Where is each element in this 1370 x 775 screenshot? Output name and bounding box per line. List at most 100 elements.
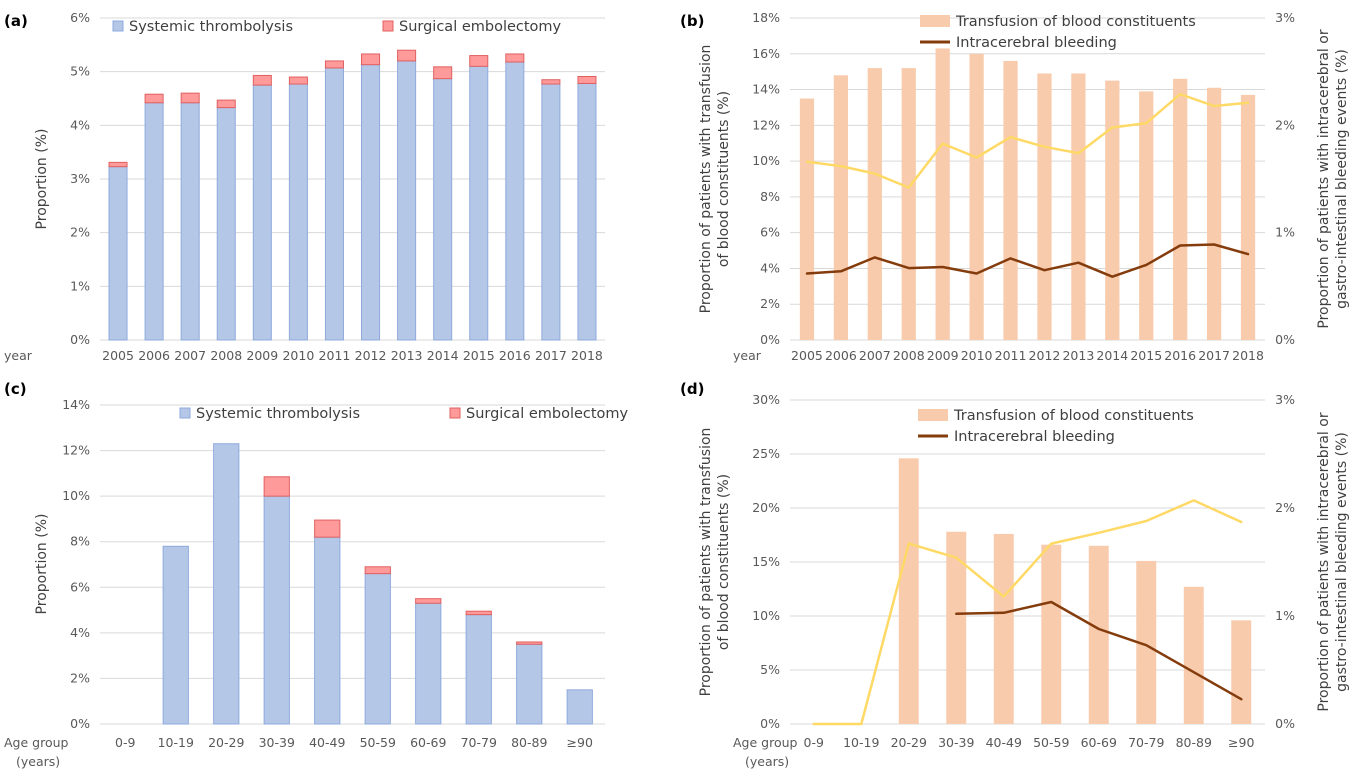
x-tick-label: 60-69: [1081, 735, 1117, 750]
y-axis-title: Proportion of patients with transfusion: [698, 45, 714, 314]
bar-thrombolysis: [577, 82, 597, 341]
bar-transfusion: [1206, 87, 1222, 341]
y-tick-label: 18%: [752, 10, 780, 25]
bar-thrombolysis: [465, 614, 492, 725]
bar-transfusion: [1041, 544, 1062, 724]
bar-embolectomy: [465, 610, 492, 616]
legend: Transfusion of blood constituents Intrace…: [918, 408, 1194, 445]
y-tick-label: 4%: [70, 117, 90, 132]
x-tick-label: 60-69: [410, 735, 446, 750]
line-secondary-series: [805, 92, 1250, 189]
x-axis-title: Age group: [733, 735, 798, 750]
legend-swatch-thrombolysis: [179, 407, 191, 419]
bar-thrombolysis: [314, 536, 341, 725]
y-tick-label: 8%: [760, 189, 780, 204]
y-tick-label: 0%: [70, 332, 90, 347]
y-tick-label: 0%: [70, 716, 90, 731]
y-tick-label: 2%: [70, 670, 90, 685]
bar-transfusion: [901, 68, 916, 340]
legend: Systemic thrombolysis Surgical embolectom…: [112, 19, 562, 35]
legend-label-transfusion: Transfusion of blood constituents: [955, 14, 1196, 30]
legend-swatch-thrombolysis: [112, 20, 124, 32]
bar-thrombolysis: [415, 602, 442, 725]
y-tick-label: 5%: [760, 662, 780, 677]
y-tick-label: 5%: [70, 64, 90, 79]
y2-tick-label: 1%: [1275, 225, 1295, 240]
x-tick-label: 2018: [571, 348, 603, 363]
line-intracerebral-bleeding: [805, 243, 1250, 278]
bar-transfusion: [833, 75, 849, 340]
y-tick-label: 14%: [752, 82, 780, 97]
bar-transfusion: [946, 531, 967, 724]
y-tick-label: 10%: [62, 488, 90, 503]
bar-thrombolysis: [213, 443, 240, 725]
x-tick-label: 20-29: [891, 735, 927, 750]
x-tick-label: 2013: [391, 348, 423, 363]
x-tick-label: 2014: [1096, 348, 1128, 363]
x-tick-label: 2007: [174, 348, 206, 363]
bar-transfusion: [1136, 560, 1157, 724]
bar-embolectomy: [314, 519, 341, 538]
y-tick-label: 14%: [62, 397, 90, 412]
y-tick-label: 16%: [752, 46, 780, 61]
y-axis-title: Proportion (%): [34, 514, 50, 615]
bar-embolectomy: [516, 641, 543, 645]
legend: Systemic thrombolysis Surgical embolectom…: [179, 406, 629, 422]
legend-label-embolectomy: Surgical embolectomy: [399, 19, 562, 35]
x-tick-label: 2010: [282, 348, 314, 363]
x-tick-label: 2018: [1232, 348, 1264, 363]
bar-transfusion: [935, 48, 950, 341]
x-tick-label: 2005: [102, 348, 134, 363]
x-axis-title: year: [4, 348, 33, 363]
x-tick-label: 2015: [463, 348, 495, 363]
x-axis-title: Age group: [4, 735, 69, 750]
y-tick-label: 12%: [752, 117, 780, 132]
x-tick-label: 2014: [427, 348, 459, 363]
x-tick-label: 30-39: [259, 735, 295, 750]
bar-transfusion: [1003, 60, 1018, 340]
bar-thrombolysis: [252, 84, 272, 341]
y-axis-title: Proportion (%): [34, 129, 50, 230]
bar-transfusion: [898, 458, 919, 724]
y2-axis-title: gastro-intestinal bleeding events (%): [1334, 432, 1350, 692]
line-secondary-series: [812, 499, 1243, 726]
panel-d-chart: (d) 0% 5% 10% 15% 20% 25% 30% 0% 1% 2% 3% 0-9 10-19 2…: [680, 380, 1350, 769]
bar-thrombolysis: [566, 689, 593, 725]
legend: Transfusion of blood constituents Intrace…: [920, 14, 1196, 51]
legend-swatch-embolectomy: [382, 20, 394, 32]
bar-embolectomy: [324, 60, 344, 69]
y-axis-title: of blood constituents (%): [716, 474, 732, 650]
y-axis-title-group: Proportion of patients with transfusion o…: [698, 428, 732, 697]
y-axis-title: Proportion of patients with transfusion: [698, 428, 714, 697]
bar-embolectomy: [252, 74, 272, 86]
x-tick-label: 80-89: [511, 735, 547, 750]
x-tick-label: 2008: [210, 348, 242, 363]
x-tick-label: 2008: [893, 348, 925, 363]
bar-thrombolysis: [433, 78, 453, 341]
legend-label-thrombolysis: Systemic thrombolysis: [129, 19, 293, 35]
x-tick-label: 50-59: [1033, 735, 1069, 750]
y2-tick-label: 0%: [1275, 332, 1295, 347]
y-tick-label: 6%: [70, 579, 90, 594]
bar-transfusion: [1139, 91, 1154, 340]
x-tick-label: ≥90: [567, 735, 593, 750]
x-tick-label: 2007: [859, 348, 891, 363]
bar-embolectomy: [108, 161, 128, 168]
bar-transfusion: [969, 53, 984, 341]
panel-b-chart: (b) 0% 2% 4% 6% 8% 10% 12% 14% 16% 18% 0% 1% 2% 3% 200…: [680, 10, 1350, 363]
y-tick-label: 20%: [752, 500, 780, 515]
y2-tick-label: 3%: [1275, 10, 1295, 25]
bar-transfusion: [1173, 78, 1188, 341]
bar-thrombolysis: [541, 83, 561, 341]
bar-embolectomy: [397, 49, 417, 62]
x-tick-label: 30-39: [938, 735, 974, 750]
bar-thrombolysis: [180, 102, 200, 341]
y-tick-label: 4%: [760, 260, 780, 275]
legend-label-bleeding: Intracerebral bleeding: [956, 35, 1117, 51]
x-tick-label: 2006: [825, 348, 857, 363]
bar-embolectomy: [361, 53, 381, 66]
x-tick-label: 40-49: [986, 735, 1022, 750]
panel-d-label: (d): [680, 380, 704, 398]
x-tick-label: 2012: [1029, 348, 1061, 363]
